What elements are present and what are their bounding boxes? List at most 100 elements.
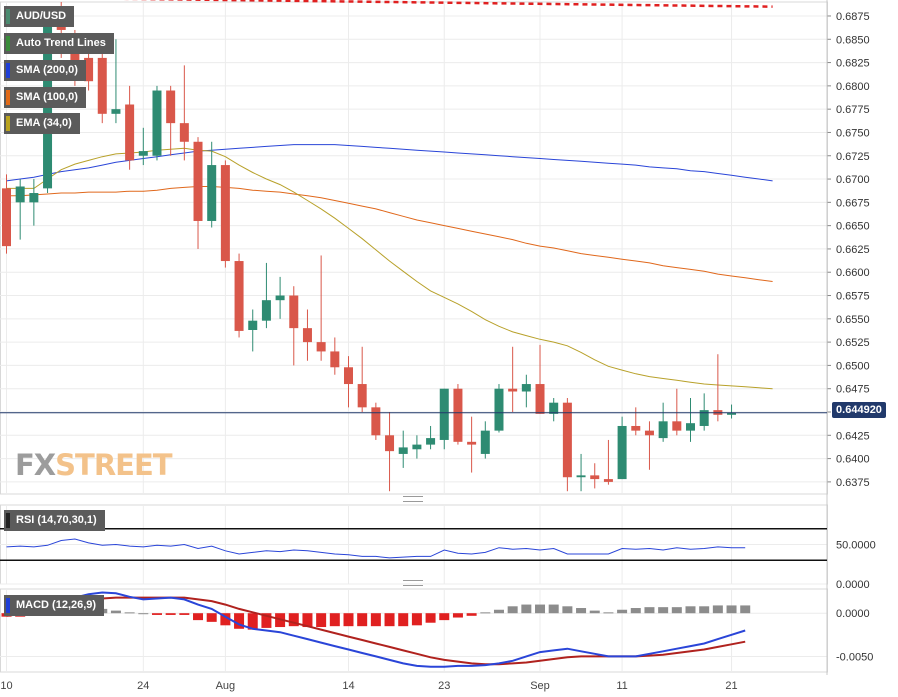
candle-body [138, 151, 148, 156]
candle-body [385, 435, 395, 452]
legend-aud-usd[interactable]: AUD/USD [4, 6, 75, 27]
candle-body [412, 444, 422, 450]
macd-histogram-bar [220, 613, 231, 626]
legend-label: AUD/USD [16, 10, 67, 22]
macd-histogram-bar [411, 613, 422, 626]
candle-body [166, 90, 176, 124]
y-tick-label: 0.6625 [836, 244, 870, 256]
macd-histogram-bar [712, 605, 723, 614]
macd-histogram-bar [124, 612, 135, 614]
macd-histogram-bar [425, 613, 436, 623]
candle-body [590, 475, 600, 480]
legend-sma-100[interactable]: SMA (100,0) [4, 87, 86, 108]
y-tick-label: 0.6425 [836, 430, 870, 442]
logo-part-street: STREET [55, 448, 172, 482]
x-tick-label: Aug [216, 680, 236, 692]
y-tick-label: 0.6500 [836, 360, 870, 372]
y-tick-label: 0.6525 [836, 337, 870, 349]
macd-histogram-bar [179, 613, 190, 615]
macd-histogram-bar [603, 612, 614, 614]
candle-body [494, 388, 504, 431]
legend-swatch [6, 598, 10, 613]
candle-body [357, 384, 367, 408]
macd-histogram-bar [644, 607, 655, 614]
macd-histogram-bar [261, 613, 272, 628]
pane-divider-handle[interactable] [403, 496, 423, 502]
macd-histogram-bar [302, 613, 313, 628]
macd-histogram-bar [398, 613, 409, 627]
pane-divider-handle[interactable] [403, 580, 423, 586]
y-tick-label: 0.6475 [836, 384, 870, 396]
macd-histogram-bar [699, 606, 710, 614]
legend-macd[interactable]: MACD (12,26,9) [4, 595, 105, 616]
candle-body [453, 388, 463, 442]
legend-ema-34[interactable]: EMA (34,0) [4, 113, 80, 134]
macd-histogram-bar [521, 604, 532, 614]
macd-histogram-bar [370, 613, 381, 627]
rsi-line [6, 538, 746, 559]
candle-body [371, 407, 381, 436]
macd-histogram-bar [562, 606, 573, 614]
candle-body [576, 475, 586, 478]
y-tick-label: 50.0000 [836, 540, 876, 552]
candle-body [480, 430, 490, 454]
ema-34-line [6, 147, 773, 390]
legend-auto-trend-lines[interactable]: Auto Trend Lines [4, 33, 114, 54]
candle-body [97, 57, 107, 114]
candle-body [699, 410, 709, 426]
legend-label: SMA (200,0) [16, 64, 78, 76]
candle-body [179, 123, 189, 142]
candle-body [562, 402, 572, 478]
macd-histogram-bar [630, 608, 641, 614]
candle-body [220, 165, 230, 262]
candle-body [439, 388, 449, 440]
macd-histogram-bar [726, 605, 737, 614]
candle-body [521, 384, 531, 392]
candle-body [316, 342, 326, 352]
candle-body [207, 165, 217, 221]
macd-histogram-bar [671, 607, 682, 614]
candle-body [672, 421, 682, 431]
candle-body [193, 141, 203, 221]
y-tick-label: 0.0000 [836, 608, 870, 620]
candle-body [426, 438, 436, 445]
current-price-tag: 0.644920 [832, 402, 886, 418]
candle-body [658, 421, 668, 439]
macd-histogram-bar [384, 613, 395, 627]
y-tick-label: 0.6875 [836, 11, 870, 23]
y-tick-label: 0.6725 [836, 151, 870, 163]
x-tick-label: 14 [342, 680, 354, 692]
legend-label: EMA (34,0) [16, 117, 72, 129]
candle-body [644, 430, 654, 436]
candle-body [248, 320, 258, 330]
sma-200-line [6, 144, 773, 182]
macd-histogram-bar [138, 613, 149, 615]
legend-swatch [6, 513, 10, 528]
candle-body [549, 402, 559, 414]
candle-body [275, 295, 285, 301]
macd-histogram-bar [329, 613, 340, 627]
candle-body [330, 351, 340, 368]
legend-label: SMA (100,0) [16, 91, 78, 103]
legend-sma-200[interactable]: SMA (200,0) [4, 60, 86, 81]
legend-swatch [6, 116, 10, 131]
candle-body [631, 425, 641, 431]
macd-histogram-bar [685, 606, 696, 614]
macd-histogram-bar [110, 610, 121, 614]
legend-rsi[interactable]: RSI (14,70,30,1) [4, 510, 105, 531]
macd-histogram-bar [576, 608, 587, 614]
candle-body [234, 261, 244, 331]
candle-body [617, 425, 627, 480]
macd-histogram-bar [151, 613, 162, 615]
y-tick-label: 0.6775 [836, 104, 870, 116]
macd-histogram-bar [535, 604, 546, 614]
y-tick-label: -0.0050 [836, 651, 873, 663]
macd-histogram-bar [193, 613, 204, 621]
x-tick-label: Sep [530, 680, 550, 692]
macd-histogram-bar [234, 613, 245, 629]
macd-histogram-bar [507, 606, 518, 614]
logo-part-fx: FX [15, 448, 56, 482]
candle-body [111, 109, 121, 114]
